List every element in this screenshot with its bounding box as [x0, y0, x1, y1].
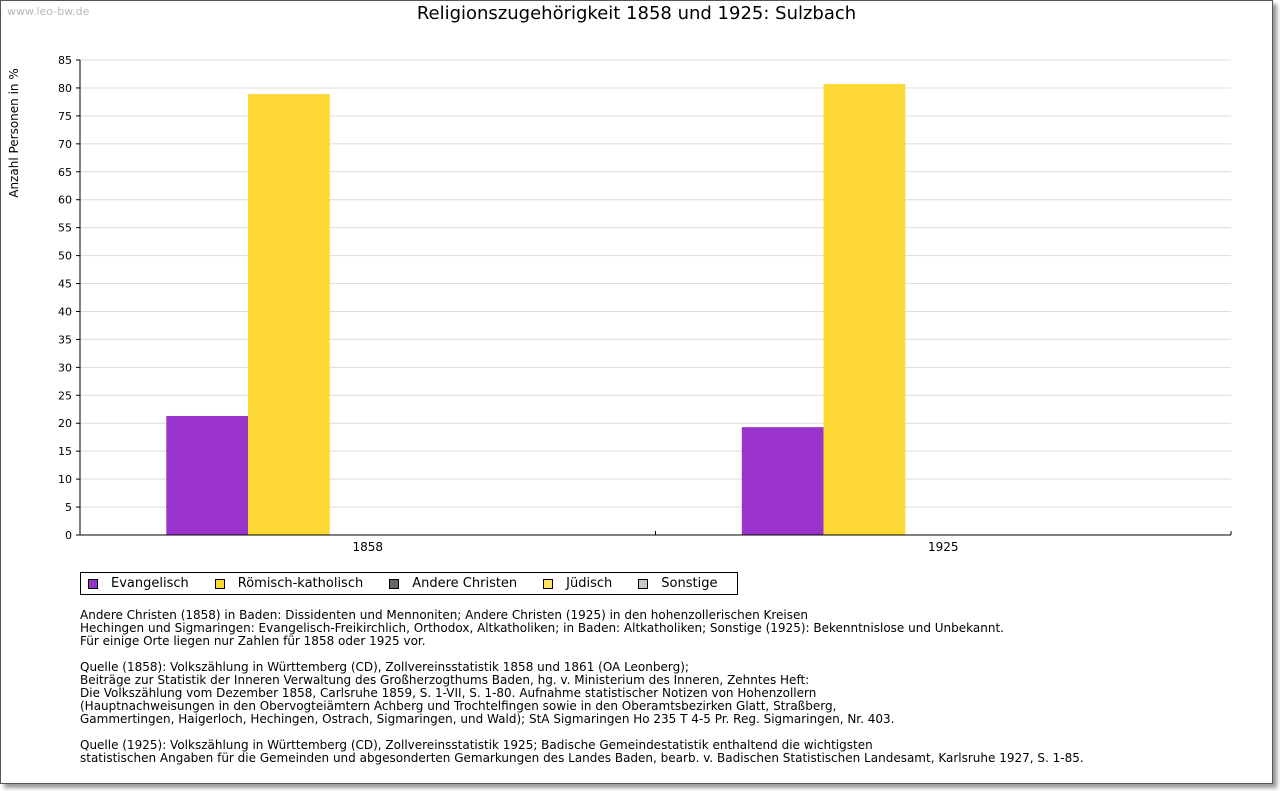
y-tick-label: 60 [58, 194, 72, 207]
x-tick-label: 1858 [352, 540, 383, 554]
y-tick-label: 50 [58, 250, 72, 263]
legend-item: Sonstige [638, 576, 717, 591]
legend-swatch [88, 578, 98, 589]
legend-swatch [543, 578, 554, 589]
y-tick-label: 55 [58, 222, 72, 235]
note-line: Die Volkszählung vom Dezember 1858, Carl… [80, 686, 817, 700]
legend-item: Jüdisch [543, 576, 612, 591]
y-tick-label: 40 [58, 305, 72, 318]
note-line: (Hauptnachweisungen in den Obervogteiämt… [80, 699, 837, 713]
legend-swatch [638, 578, 649, 589]
bar-r-misch-katholisch-1858 [248, 94, 330, 536]
legend-item: Evangelisch [88, 576, 189, 591]
y-tick-label: 10 [58, 473, 72, 486]
y-tick-label: 15 [58, 445, 72, 458]
bar-evangelisch-1925 [741, 427, 824, 535]
note-line: Quelle (1858): Volkszählung in Württembe… [80, 660, 689, 674]
legend-swatch [214, 578, 225, 589]
y-tick-label: 45 [58, 278, 72, 291]
y-tick-label: 65 [58, 166, 72, 179]
y-tick-label: 30 [58, 361, 72, 374]
legend-label: Römisch-katholisch [237, 576, 364, 591]
bar-r-misch-katholisch-1925 [823, 84, 906, 535]
legend-swatch [389, 578, 400, 589]
note-line: statistischen Angaben für die Gemeinden … [80, 751, 1084, 765]
legend-label: Andere Christen [412, 576, 518, 591]
y-tick-label: 5 [65, 501, 72, 514]
chart-title: Religionszugehörigkeit 1858 und 1925: Su… [416, 3, 857, 24]
note-line: Beiträge zur Statistik der Inneren Verwa… [80, 673, 810, 687]
note-line: Gammertingen, Haigerloch, Hechingen, Ost… [80, 712, 895, 726]
legend-item: Andere Christen [389, 576, 517, 591]
watermark: www.leo-bw.de [7, 5, 90, 18]
chart-notes: Andere Christen (1858) in Baden: Disside… [80, 609, 1084, 765]
chart-plot: 0 5 10 15 20 25 30 35 40 45 50 55 60 65 70 75 80 85 1858 19… [58, 54, 1232, 554]
note-line: Für einige Orte liegen nur Zahlen für 18… [80, 634, 426, 648]
y-tick-label: 25 [58, 389, 72, 402]
y-tick-label: 80 [58, 82, 72, 95]
legend-label: Sonstige [661, 576, 718, 591]
legend-label: Evangelisch [111, 576, 189, 591]
legend-item: Römisch-katholisch [214, 576, 364, 591]
y-tick-label: 35 [58, 333, 72, 346]
y-tick-label: 75 [58, 110, 72, 123]
bar-evangelisch-1858 [166, 415, 249, 535]
y-tick-label: 0 [65, 529, 72, 542]
y-tick-label: 20 [58, 417, 72, 430]
note-line: Quelle (1925): Volkszählung in Württembe… [80, 738, 873, 752]
legend-label: Jüdisch [566, 576, 613, 591]
y-tick-label: 85 [58, 54, 72, 67]
chart-legend: Evangelisch Römisch-katholisch Andere Chri… [80, 572, 738, 595]
note-line: Hechingen und Sigmaringen: Evangelisch-F… [80, 621, 1004, 635]
x-tick-label: 1925 [928, 540, 959, 554]
note-line: Andere Christen (1858) in Baden: Disside… [80, 608, 808, 622]
y-tick-label: 70 [58, 138, 72, 151]
